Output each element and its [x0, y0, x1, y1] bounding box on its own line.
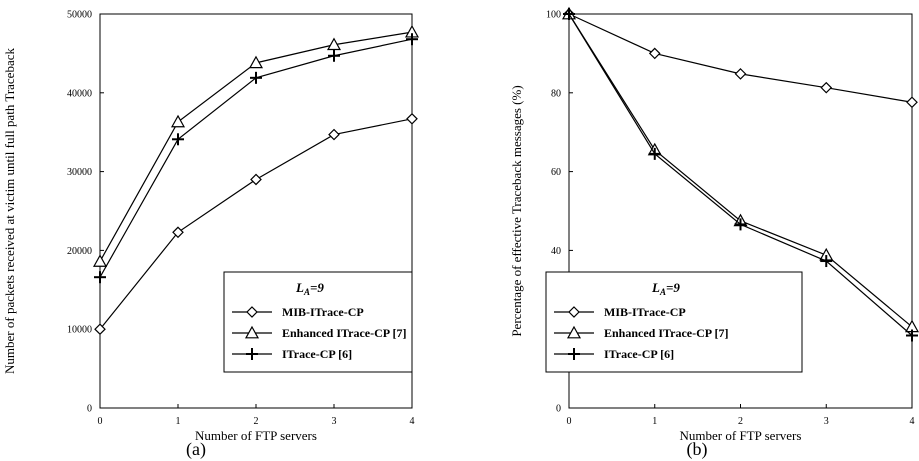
- legend-label: ITrace-CP [6]: [604, 347, 674, 361]
- y-tick-label: 80: [551, 88, 561, 99]
- data-point-diamond: [568, 306, 580, 318]
- data-point-diamond: [250, 173, 262, 186]
- y-tick-label: 20000: [67, 246, 92, 257]
- series-diamond: [94, 112, 418, 336]
- x-tick-label: 4: [910, 416, 915, 427]
- x-tick-label: 2: [738, 416, 743, 427]
- data-point-plus: [250, 71, 262, 84]
- data-point-diamond: [820, 81, 833, 94]
- data-point-diamond: [906, 96, 918, 109]
- legend-item: MIB-ITrace-CP: [554, 305, 686, 319]
- data-point-plus: [820, 255, 833, 268]
- data-point-triangle: [170, 114, 186, 128]
- data-point-diamond: [328, 128, 340, 141]
- legend-box: [223, 271, 413, 373]
- panel-label: (a): [186, 439, 206, 460]
- data-point-diamond: [172, 226, 184, 239]
- chart-panel-b: 02040608010001234 LA=9MIB-ITrace-CPEnhan…: [509, 6, 919, 460]
- legend-label: MIB-ITrace-CP: [282, 305, 364, 319]
- legend-label: Enhanced ITrace-CP [7]: [604, 326, 728, 340]
- data-point-plus: [563, 8, 575, 20]
- y-tick-label: 30000: [67, 167, 92, 178]
- y-tick-label: 0: [556, 404, 561, 415]
- data-point-plus: [246, 348, 258, 360]
- axis-ticks: 0 10000 20000 30000 40000 50000 0 1 2 3 4: [67, 10, 415, 428]
- data-point-plus: [94, 271, 106, 284]
- data-point-plus: [734, 218, 747, 231]
- legend: LA=9 MIB-ITrace-CP Enhanced ITrace-CP [7] I…: [223, 271, 413, 373]
- y-tick-label: 10000: [67, 325, 92, 336]
- legend-label: ITrace-CP [6]: [282, 347, 352, 361]
- legend-box: [545, 271, 803, 373]
- legend: LA=9 MIB-ITrace-CP Enhanced ITrace-CP [7] I…: [545, 271, 803, 373]
- x-tick-label: 3: [824, 416, 829, 427]
- data-point-triangle: [326, 37, 342, 51]
- y-tick-label: 40: [551, 246, 561, 257]
- legend-label: Enhanced ITrace-CP [7]: [282, 326, 406, 340]
- y-axis-label: Percentage of effective Traceback messag…: [509, 85, 524, 336]
- legend-title: LA=9: [651, 280, 680, 297]
- series-plus: [563, 8, 918, 342]
- data-point-plus: [648, 147, 661, 160]
- data-point-diamond: [406, 112, 418, 125]
- data-point-triangle: [92, 254, 108, 267]
- y-tick-label: 60: [551, 167, 561, 178]
- y-tick-label: 50000: [67, 10, 92, 21]
- data-point-plus: [406, 33, 418, 46]
- legend-item: ITrace-CP [6]: [232, 347, 352, 361]
- chart-panel-a: 0 10000 20000 30000 40000 50000 0 1 2 3 4 LA=9 MIB-…: [2, 10, 420, 460]
- x-tick-label: 4: [410, 416, 415, 427]
- x-axis-label: Number of FTP servers: [680, 428, 802, 443]
- series-group: [561, 6, 919, 342]
- x-tick-label: 2: [254, 416, 259, 427]
- data-point-triangle: [566, 325, 582, 339]
- legend-item: Enhanced ITrace-CP [7]: [232, 325, 406, 340]
- y-tick-label: 0: [87, 404, 92, 415]
- series-group: [92, 24, 420, 336]
- legend-item: Enhanced ITrace-CP [7]: [554, 325, 728, 340]
- data-point-plus: [568, 348, 580, 360]
- legend-title: LA=9: [295, 280, 324, 297]
- x-tick-label: 1: [652, 416, 657, 427]
- series-plus: [94, 33, 418, 284]
- panel-label: (b): [687, 439, 708, 460]
- series-line: [568, 13, 913, 103]
- y-tick-label: 40000: [67, 88, 92, 99]
- x-tick-label: 0: [98, 416, 103, 427]
- x-tick-label: 3: [332, 416, 337, 427]
- data-point-diamond: [94, 323, 106, 336]
- x-axis-label: Number of FTP servers: [195, 428, 317, 443]
- data-point-diamond: [648, 47, 661, 60]
- legend-item: ITrace-CP [6]: [554, 347, 674, 361]
- y-axis-label: Number of packets received at victim unt…: [2, 48, 17, 374]
- data-point-plus: [328, 49, 340, 62]
- data-point-diamond: [246, 306, 258, 318]
- x-tick-label: 1: [176, 416, 181, 427]
- y-tick-label: 100: [546, 10, 561, 21]
- data-point-triangle: [248, 55, 264, 69]
- series-triangle: [92, 24, 420, 267]
- legend-label: MIB-ITrace-CP: [604, 305, 686, 319]
- data-point-plus: [906, 329, 918, 342]
- data-point-diamond: [734, 68, 747, 80]
- data-point-plus: [172, 133, 184, 146]
- data-point-triangle: [244, 325, 260, 339]
- legend-item: MIB-ITrace-CP: [232, 305, 364, 319]
- x-tick-label: 0: [567, 416, 572, 427]
